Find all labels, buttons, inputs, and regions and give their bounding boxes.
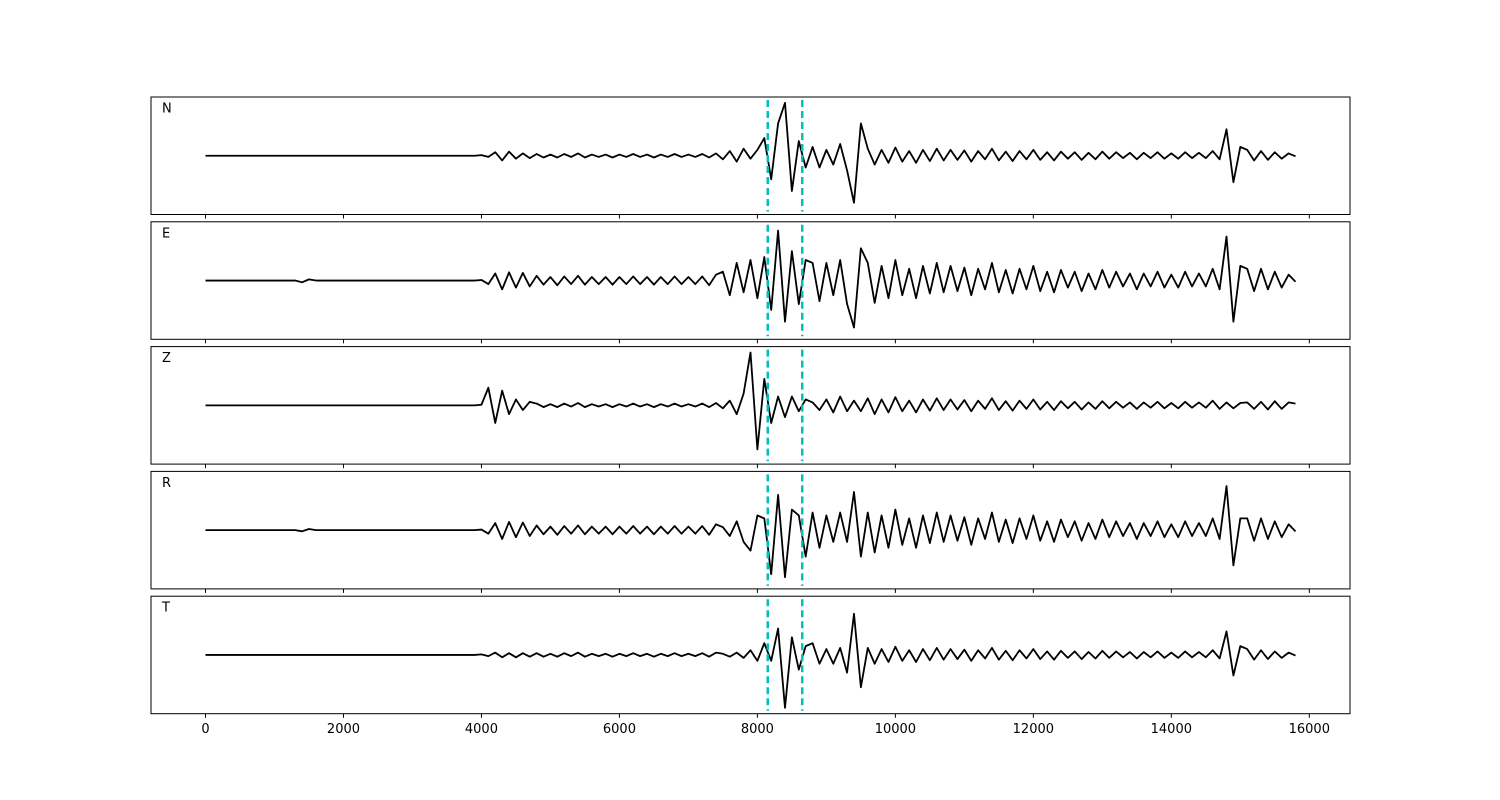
panel-label: R (162, 476, 171, 491)
panel-label: E (162, 226, 170, 241)
panel-frame (150, 470, 1351, 590)
x-tick-label: 16000 (1289, 722, 1330, 737)
trace (205, 229, 1297, 329)
x-tick-label: 14000 (1151, 722, 1192, 737)
x-tick-label: 12000 (1013, 722, 1054, 737)
panel-frame (150, 96, 1351, 215)
trace (205, 485, 1297, 579)
trace (205, 612, 1296, 709)
x-tick-label: 2000 (327, 722, 360, 737)
panel-frame (150, 595, 1351, 715)
panel-label: T (161, 601, 170, 616)
panel-label: Z (162, 351, 171, 366)
panel-frame (150, 346, 1351, 465)
x-tick-label: 10000 (875, 722, 916, 737)
trace (205, 351, 1296, 451)
x-tick-label: 8000 (741, 722, 774, 737)
x-tick-label: 4000 (465, 722, 498, 737)
panel-frame (150, 221, 1351, 340)
x-tick-label: 6000 (603, 722, 636, 737)
x-tick-label: 0 (201, 722, 209, 737)
trace (205, 101, 1296, 204)
panel-label: N (162, 102, 172, 117)
